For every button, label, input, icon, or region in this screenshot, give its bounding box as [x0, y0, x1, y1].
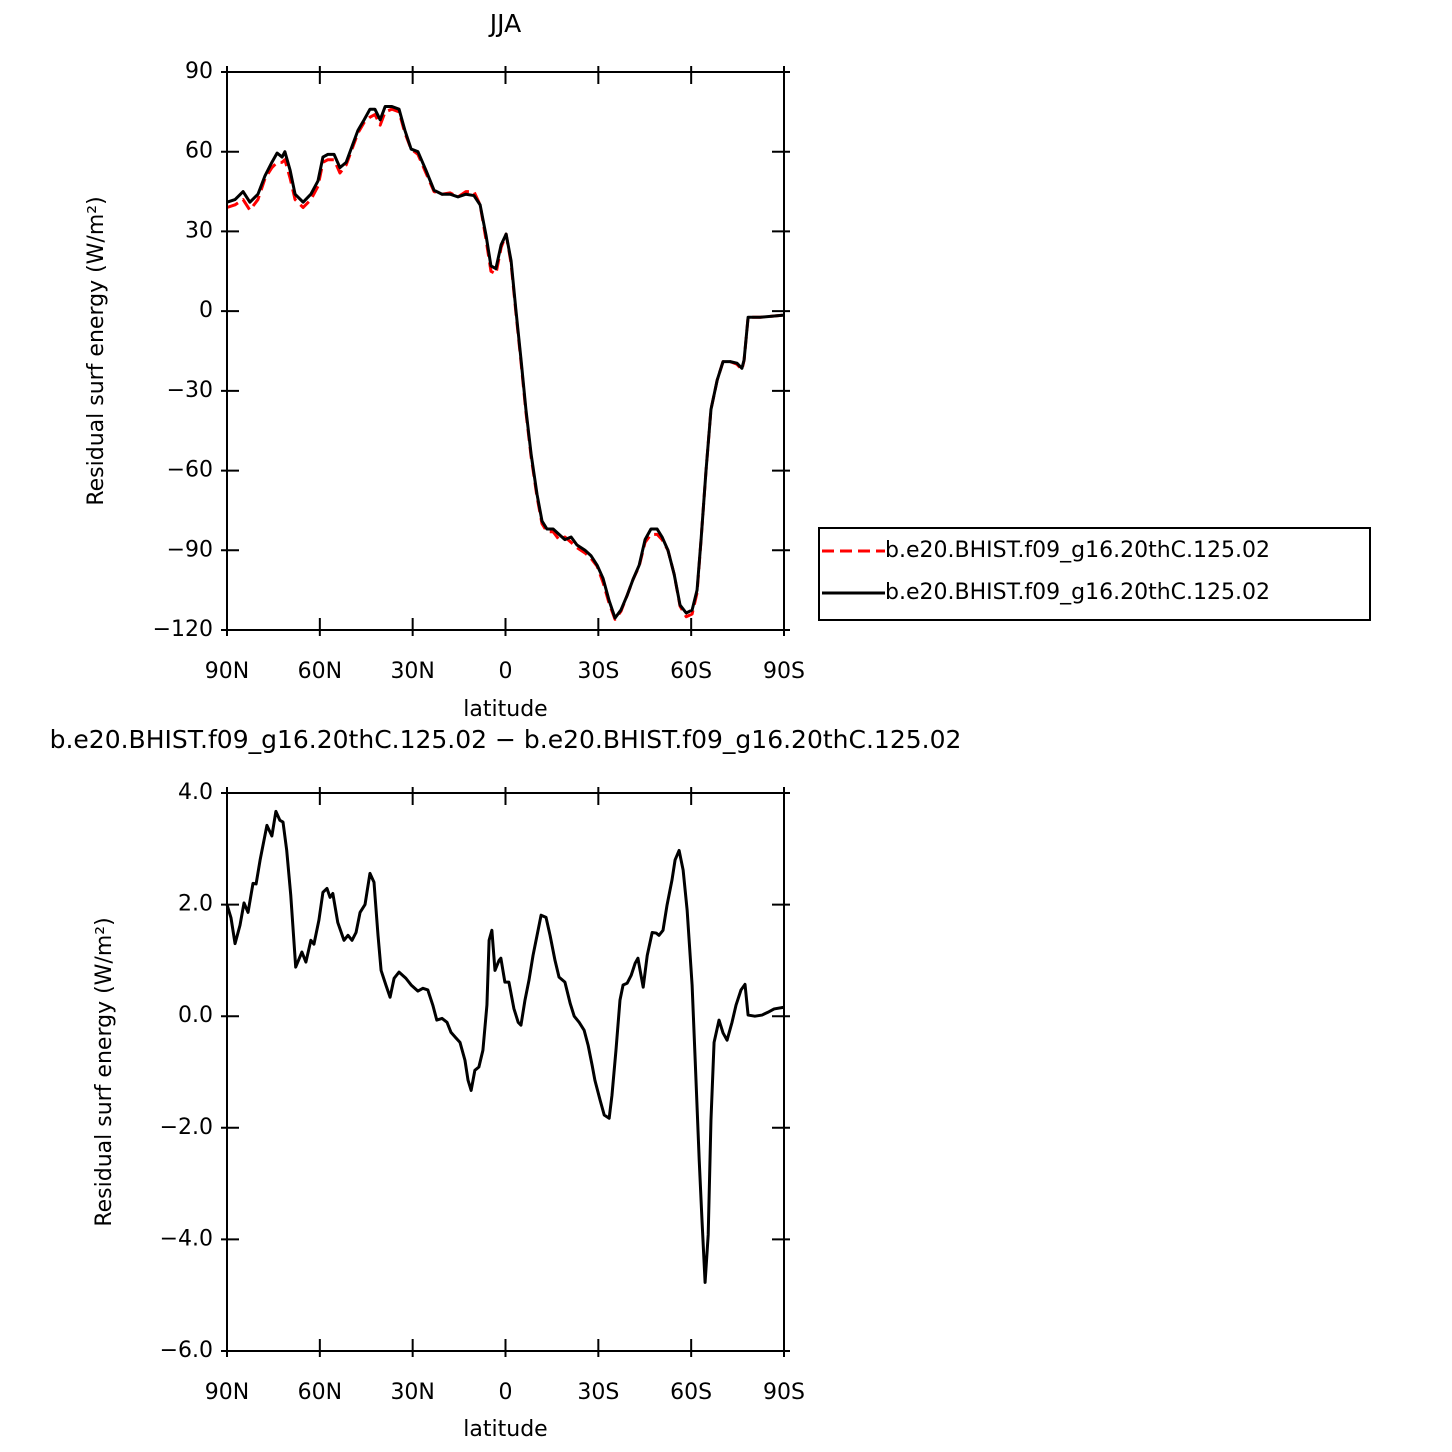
x-axis-label: latitude — [463, 1417, 547, 1442]
y-tick-label: 2.0 — [178, 892, 213, 917]
x-tick-label: 0 — [499, 1380, 513, 1405]
x-tick-label: 90N — [205, 659, 249, 684]
y-tick-label: −60 — [167, 458, 213, 483]
y-axis-label: Residual surf energy (W/m²) — [92, 917, 117, 1226]
y-tick-label: −90 — [167, 537, 213, 562]
legend-box — [818, 527, 1371, 621]
y-tick-label: −2.0 — [160, 1115, 213, 1140]
legend: b.e20.BHIST.f09_g16.20thC.125.02 b.e20.BH… — [818, 527, 1371, 621]
data-line — [226, 105, 785, 620]
y-tick-label: −6.0 — [160, 1338, 213, 1363]
x-tick-label: 60N — [298, 659, 342, 684]
x-tick-label: 60S — [670, 659, 712, 684]
y-tick-label: 30 — [185, 218, 213, 243]
y-axis-label: Residual surf energy (W/m²) — [84, 196, 109, 505]
y-tick-label: −120 — [153, 617, 213, 642]
plot-frame — [226, 71, 785, 631]
y-tick-label: −4.0 — [160, 1226, 213, 1251]
x-tick-label: 0 — [499, 659, 513, 684]
x-tick-label: 90S — [763, 659, 805, 684]
y-tick-label: −30 — [167, 378, 213, 403]
chart-title: JJA — [488, 9, 521, 38]
y-tick-label: 0 — [199, 298, 213, 323]
x-tick-label: 30S — [577, 659, 619, 684]
legend-label: b.e20.BHIST.f09_g16.20thC.125.02 — [885, 538, 1270, 563]
x-tick-label: 60N — [298, 1380, 342, 1405]
x-tick-label: 30N — [390, 1380, 434, 1405]
chart-title: b.e20.BHIST.f09_g16.20thC.125.02 − b.e20… — [50, 725, 962, 754]
x-tick-label: 60S — [670, 1380, 712, 1405]
plot-frame — [226, 792, 785, 1352]
x-axis-label: latitude — [463, 697, 547, 722]
y-tick-label: 0.0 — [178, 1003, 213, 1028]
y-tick-label: 90 — [185, 59, 213, 84]
y-tick-label: 60 — [185, 139, 213, 164]
legend-label: b.e20.BHIST.f09_g16.20thC.125.02 — [885, 580, 1270, 605]
x-tick-label: 90S — [763, 1380, 805, 1405]
x-tick-label: 30S — [577, 1380, 619, 1405]
data-line — [225, 809, 785, 1284]
x-tick-label: 90N — [205, 1380, 249, 1405]
y-tick-label: 4.0 — [178, 780, 213, 805]
x-tick-label: 30N — [390, 659, 434, 684]
